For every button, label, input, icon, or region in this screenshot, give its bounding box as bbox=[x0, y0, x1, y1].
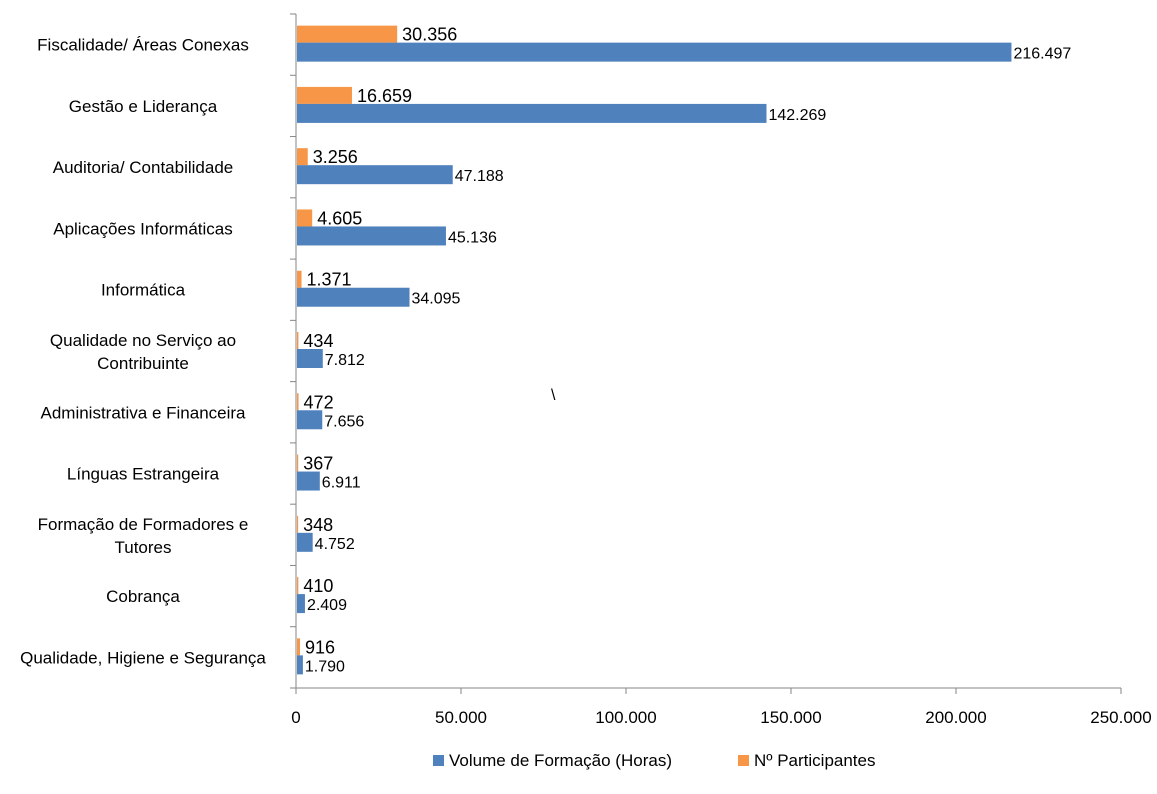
bar-participantes bbox=[297, 638, 301, 656]
legend-swatch bbox=[738, 755, 749, 766]
data-label-volume-formacao: 6.911 bbox=[322, 475, 361, 492]
data-label-participantes: 1.371 bbox=[307, 270, 352, 290]
category-label-line: Formação de Formadores e bbox=[38, 515, 249, 534]
category-label: Administrativa e Financeira bbox=[40, 403, 246, 422]
category-label: Qualidade, Higiene e Segurança bbox=[20, 648, 266, 667]
bars bbox=[297, 25, 1012, 675]
category-axis bbox=[290, 13, 297, 689]
data-label-participantes: 348 bbox=[303, 515, 333, 535]
data-label-volume-formacao: 47.188 bbox=[455, 168, 504, 185]
data-label-participantes: 434 bbox=[303, 331, 333, 351]
category-label: Gestão e Liderança bbox=[69, 97, 218, 116]
category-label: Informática bbox=[101, 281, 186, 300]
category-label-line: Auditoria/ Contabilidade bbox=[53, 158, 234, 177]
category-label: Cobrança bbox=[106, 587, 180, 606]
bar-participantes bbox=[297, 86, 352, 104]
bar-volume-formacao bbox=[297, 349, 323, 368]
x-axis: 0 50.000 100.000 150.000 200.000 250.000 bbox=[291, 687, 1152, 727]
legend-label: Volume de Formação (Horas) bbox=[449, 751, 672, 770]
data-label-volume-formacao: 1.790 bbox=[305, 658, 345, 675]
value-axis-tick-label: 150.000 bbox=[760, 708, 821, 727]
data-label-volume-formacao: 34.095 bbox=[412, 291, 461, 308]
category-label: Aplicações Informáticas bbox=[53, 219, 233, 238]
stray-annotation: \ bbox=[551, 387, 556, 404]
category-label-line: Tutores bbox=[114, 538, 171, 557]
legend: Volume de Formação (Horas) Nº Participant… bbox=[433, 751, 875, 770]
value-axis-tick-label: 200.000 bbox=[925, 708, 986, 727]
value-axis-tick-label: 100.000 bbox=[595, 708, 656, 727]
data-label-participantes: 3.256 bbox=[313, 147, 358, 167]
bar-volume-formacao bbox=[297, 103, 767, 123]
category-label: Auditoria/ Contabilidade bbox=[53, 158, 234, 177]
category-label: Qualidade no Serviço ao Contribuinte bbox=[50, 331, 236, 373]
data-label-participantes: 472 bbox=[304, 392, 334, 412]
category-label-line: Qualidade no Serviço ao bbox=[50, 331, 236, 350]
bar-volume-formacao bbox=[297, 532, 313, 552]
value-labels: 30.356 216.497 16.659 142.269 3.256 47.188 4.6… bbox=[303, 25, 1071, 676]
value-axis-tick-label: 250.000 bbox=[1090, 708, 1151, 727]
data-label-participantes: 30.356 bbox=[402, 25, 457, 45]
category-label: Formação de Formadores e Tutores bbox=[38, 515, 249, 557]
bar-volume-formacao bbox=[297, 410, 323, 430]
data-label-volume-formacao: 142.269 bbox=[768, 107, 826, 124]
category-label-line: Administrativa e Financeira bbox=[40, 403, 246, 422]
category-label-line: Gestão e Liderança bbox=[69, 97, 218, 116]
bar-volume-formacao bbox=[297, 287, 410, 307]
category-label: Fiscalidade/ Áreas Conexas bbox=[37, 36, 249, 55]
bar-volume-formacao bbox=[297, 42, 1012, 62]
category-label-line: Informática bbox=[101, 281, 186, 300]
bar-volume-formacao bbox=[297, 655, 303, 675]
data-label-volume-formacao: 216.497 bbox=[1013, 46, 1071, 63]
bar-volume-formacao bbox=[297, 471, 320, 491]
data-label-participantes: 367 bbox=[303, 454, 333, 474]
bar-volume-formacao bbox=[297, 226, 446, 246]
category-label-line: Fiscalidade/ Áreas Conexas bbox=[37, 36, 249, 55]
data-label-volume-formacao: 7.812 bbox=[325, 352, 365, 369]
category-labels: Fiscalidade/ Áreas Conexas Gestão e Lider… bbox=[20, 36, 266, 668]
bar-participantes bbox=[297, 25, 398, 43]
bar-participantes bbox=[297, 454, 299, 472]
legend-swatch bbox=[433, 755, 444, 766]
bar-participantes bbox=[297, 393, 299, 411]
category-label-line: Cobrança bbox=[106, 587, 180, 606]
bar-participantes bbox=[297, 209, 313, 227]
data-label-volume-formacao: 7.656 bbox=[324, 413, 364, 430]
bar-participantes bbox=[297, 332, 299, 349]
bar-volume-formacao bbox=[297, 594, 305, 614]
category-label-line: Contribuinte bbox=[97, 354, 189, 373]
bar-participantes bbox=[297, 148, 308, 166]
data-label-participantes: 916 bbox=[305, 637, 335, 657]
bar-participantes bbox=[297, 577, 299, 595]
category-label-line: Aplicações Informáticas bbox=[53, 219, 233, 238]
value-axis-tick-label: 0 bbox=[291, 708, 300, 727]
bar-participantes bbox=[297, 515, 299, 533]
bar-volume-formacao bbox=[297, 165, 453, 185]
data-label-participantes: 16.659 bbox=[357, 86, 412, 106]
legend-label: Nº Participantes bbox=[754, 751, 875, 770]
category-label-line: Línguas Estrangeira bbox=[67, 465, 220, 484]
data-label-participantes: 4.605 bbox=[317, 208, 362, 228]
data-label-participantes: 410 bbox=[303, 576, 333, 596]
data-label-volume-formacao: 4.752 bbox=[315, 536, 355, 553]
data-label-volume-formacao: 45.136 bbox=[448, 229, 497, 246]
value-axis-tick-label: 50.000 bbox=[435, 708, 487, 727]
bar-participantes bbox=[297, 270, 302, 288]
data-label-volume-formacao: 2.409 bbox=[307, 597, 347, 614]
category-label: Línguas Estrangeira bbox=[67, 465, 220, 484]
category-label-line: Qualidade, Higiene e Segurança bbox=[20, 648, 266, 667]
